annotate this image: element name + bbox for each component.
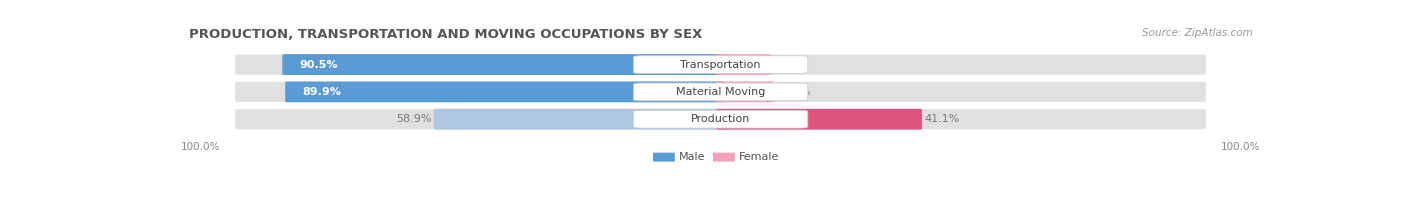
Text: 41.1%: 41.1% xyxy=(924,114,959,124)
Text: Production: Production xyxy=(690,114,751,124)
Text: 100.0%: 100.0% xyxy=(1220,142,1260,152)
Text: 58.9%: 58.9% xyxy=(396,114,432,124)
FancyBboxPatch shape xyxy=(633,56,807,73)
FancyBboxPatch shape xyxy=(716,109,922,130)
Text: Transportation: Transportation xyxy=(681,60,761,70)
Text: 10.2%: 10.2% xyxy=(776,87,811,97)
FancyBboxPatch shape xyxy=(283,54,725,75)
Text: Material Moving: Material Moving xyxy=(676,87,765,97)
Text: 100.0%: 100.0% xyxy=(181,142,221,152)
Text: Source: ZipAtlas.com: Source: ZipAtlas.com xyxy=(1142,28,1253,38)
FancyBboxPatch shape xyxy=(652,153,675,162)
FancyBboxPatch shape xyxy=(285,82,725,102)
Text: 89.9%: 89.9% xyxy=(302,87,342,97)
FancyBboxPatch shape xyxy=(235,81,1206,103)
FancyBboxPatch shape xyxy=(434,109,725,130)
FancyBboxPatch shape xyxy=(633,83,807,101)
Text: PRODUCTION, TRANSPORTATION AND MOVING OCCUPATIONS BY SEX: PRODUCTION, TRANSPORTATION AND MOVING OC… xyxy=(188,28,702,41)
Text: Female: Female xyxy=(740,152,779,162)
FancyBboxPatch shape xyxy=(713,153,735,162)
FancyBboxPatch shape xyxy=(716,82,773,102)
FancyBboxPatch shape xyxy=(633,110,807,128)
FancyBboxPatch shape xyxy=(235,54,1206,75)
FancyBboxPatch shape xyxy=(235,109,1206,130)
Text: Male: Male xyxy=(679,152,706,162)
Text: 90.5%: 90.5% xyxy=(299,60,339,70)
FancyBboxPatch shape xyxy=(716,54,770,75)
Text: 9.5%: 9.5% xyxy=(773,60,801,70)
